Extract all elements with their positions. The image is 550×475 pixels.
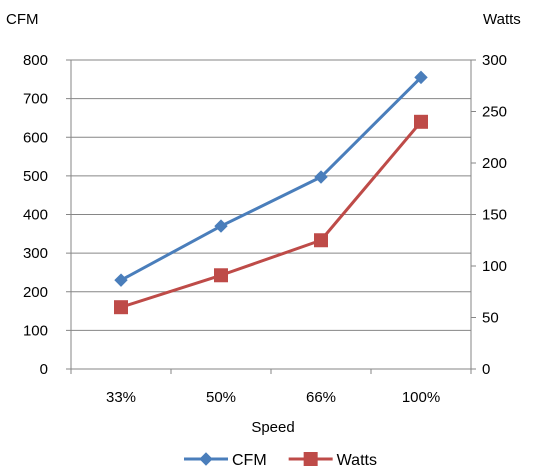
right-tick-label: 200 xyxy=(482,155,507,172)
right-tick-label: 250 xyxy=(482,104,507,121)
marker-square xyxy=(114,300,128,315)
left-tick-label: 700 xyxy=(23,91,48,108)
legend-label: Watts xyxy=(337,452,377,469)
series-watts xyxy=(114,114,428,315)
right-tick-label: 0 xyxy=(482,361,490,378)
marker-diamond xyxy=(214,219,228,233)
legend-item: Watts xyxy=(288,452,377,469)
legend-item: CFM xyxy=(184,452,267,469)
x-tick-label: 50% xyxy=(206,389,236,406)
left-tick-label: 800 xyxy=(23,52,48,69)
legend: CFM Watts xyxy=(184,452,377,469)
left-tick-label: 0 xyxy=(40,361,48,378)
marker-diamond xyxy=(314,170,328,184)
left-tick-label: 500 xyxy=(23,168,48,185)
x-tick-label: 100% xyxy=(402,389,440,406)
left-tick-label: 400 xyxy=(23,207,48,224)
right-tick-label: 50 xyxy=(482,310,499,327)
x-axis-title: Speed xyxy=(251,419,294,436)
series-line xyxy=(120,120,423,309)
right-tick-label: 150 xyxy=(482,207,507,224)
marker-square xyxy=(414,114,428,129)
right-tick-label: 100 xyxy=(482,258,507,275)
series-cfm xyxy=(114,70,428,287)
marker-diamond xyxy=(199,452,213,466)
axes: 0 100 200 300 400 500 600 700 800 0 50 100 150 200 250… xyxy=(23,52,507,406)
marker-square xyxy=(214,268,228,283)
series-lines xyxy=(114,70,428,315)
marker-diamond xyxy=(414,70,428,85)
marker-diamond xyxy=(114,273,128,287)
legend-label: CFM xyxy=(232,452,267,469)
x-tick-label: 66% xyxy=(306,389,336,406)
left-tick-label: 300 xyxy=(23,245,48,262)
gridlines xyxy=(71,59,471,331)
marker-square xyxy=(303,452,318,466)
right-axis-title: Watts xyxy=(483,11,521,28)
left-axis-title: CFM xyxy=(6,11,39,28)
left-tick-label: 200 xyxy=(23,284,48,301)
left-tick-label: 100 xyxy=(23,322,48,339)
marker-square xyxy=(314,233,328,248)
left-tick-label: 600 xyxy=(23,129,48,146)
x-tick-label: 33% xyxy=(106,389,136,406)
series-line xyxy=(120,76,423,282)
right-tick-label: 300 xyxy=(482,52,507,69)
